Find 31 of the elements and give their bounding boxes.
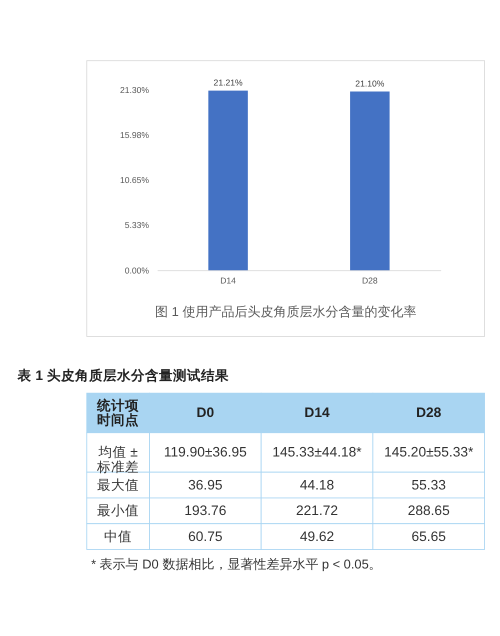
category-label: 中值 [104,528,132,544]
text: 145.20±55.33* [384,444,474,460]
category-label: D0 [196,405,214,420]
y-tick-label: 15.98% [120,130,150,140]
text: 60.75 [188,528,223,544]
data-label: 21.10% [355,78,385,88]
data-label: 21.21% [214,77,244,88]
text: 44.18 [300,477,334,492]
text: 36.95 [188,477,223,492]
text: 55.33 [412,477,446,492]
text: 时间点 [97,412,140,428]
text: 图 1 使用产品后头皮角质层水分含量的变化率 [154,304,416,320]
y-tick-label: 0.00% [124,265,150,276]
text: 表 1 头皮角质层水分含量测试结果 [16,366,230,383]
text: 193.76 [184,503,226,518]
text: 统计项 [96,396,140,413]
y-tick-label: 21.30% [120,84,150,95]
text: * 表示与 D0 数据相比，显著性差异水平 p < 0.05。 [91,556,382,572]
category-label: D14 [304,405,330,420]
y-tick-label: 10.65% [120,175,150,186]
category-label: D28 [416,405,442,420]
category-label: 最大值 [97,477,140,492]
text: 49.62 [300,528,334,544]
text: 145.33±44.18* [272,444,362,460]
category-label: 最小值 [97,503,140,518]
text: 221.72 [296,503,338,518]
text: 65.65 [412,528,446,544]
y-tick-label: 5.33% [124,220,150,230]
text: 119.90±36.95 [164,444,247,460]
category-label: 均值 ± 标准差 [97,444,140,474]
text: 288.65 [408,503,450,518]
